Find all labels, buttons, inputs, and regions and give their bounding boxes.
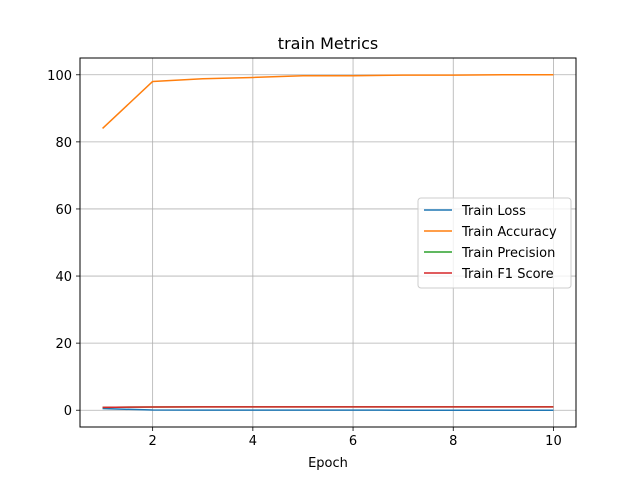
legend-label: Train F1 Score: [461, 267, 554, 282]
plot-frame: [79, 57, 577, 428]
x-tick-label: 8: [449, 434, 457, 449]
x-tick-label: 4: [249, 434, 257, 449]
x-tick-label: 2: [149, 434, 157, 449]
legend-label: Train Precision: [461, 246, 555, 261]
legend-label: Train Loss: [461, 204, 526, 219]
y-tick-label: 0: [64, 404, 72, 419]
x-axis-ticks: 2 4 6 8 10: [149, 427, 562, 449]
y-axis-ticks: 0 20 40 60 80 100: [47, 69, 80, 419]
x-axis-label: Epoch: [308, 456, 348, 471]
series-line-train-loss: [102, 407, 554, 411]
chart-title: train Metrics: [278, 34, 378, 53]
y-tick-label: 80: [55, 136, 72, 151]
series-lines: [102, 74, 554, 411]
series-line-train-accuracy: [102, 74, 554, 129]
y-tick-label: 20: [55, 337, 72, 352]
legend-box: [417, 197, 572, 289]
legend-label: Train Accuracy: [461, 225, 557, 240]
y-tick-label: 40: [55, 270, 72, 285]
y-tick-label: 100: [47, 69, 72, 84]
x-tick-label: 10: [545, 434, 562, 449]
y-tick-label: 60: [55, 203, 72, 218]
series-line-train-f1-score: [102, 406, 554, 409]
x-tick-label: 6: [349, 434, 357, 449]
legend: Train Loss Train Accuracy Train Precision T…: [417, 197, 572, 289]
